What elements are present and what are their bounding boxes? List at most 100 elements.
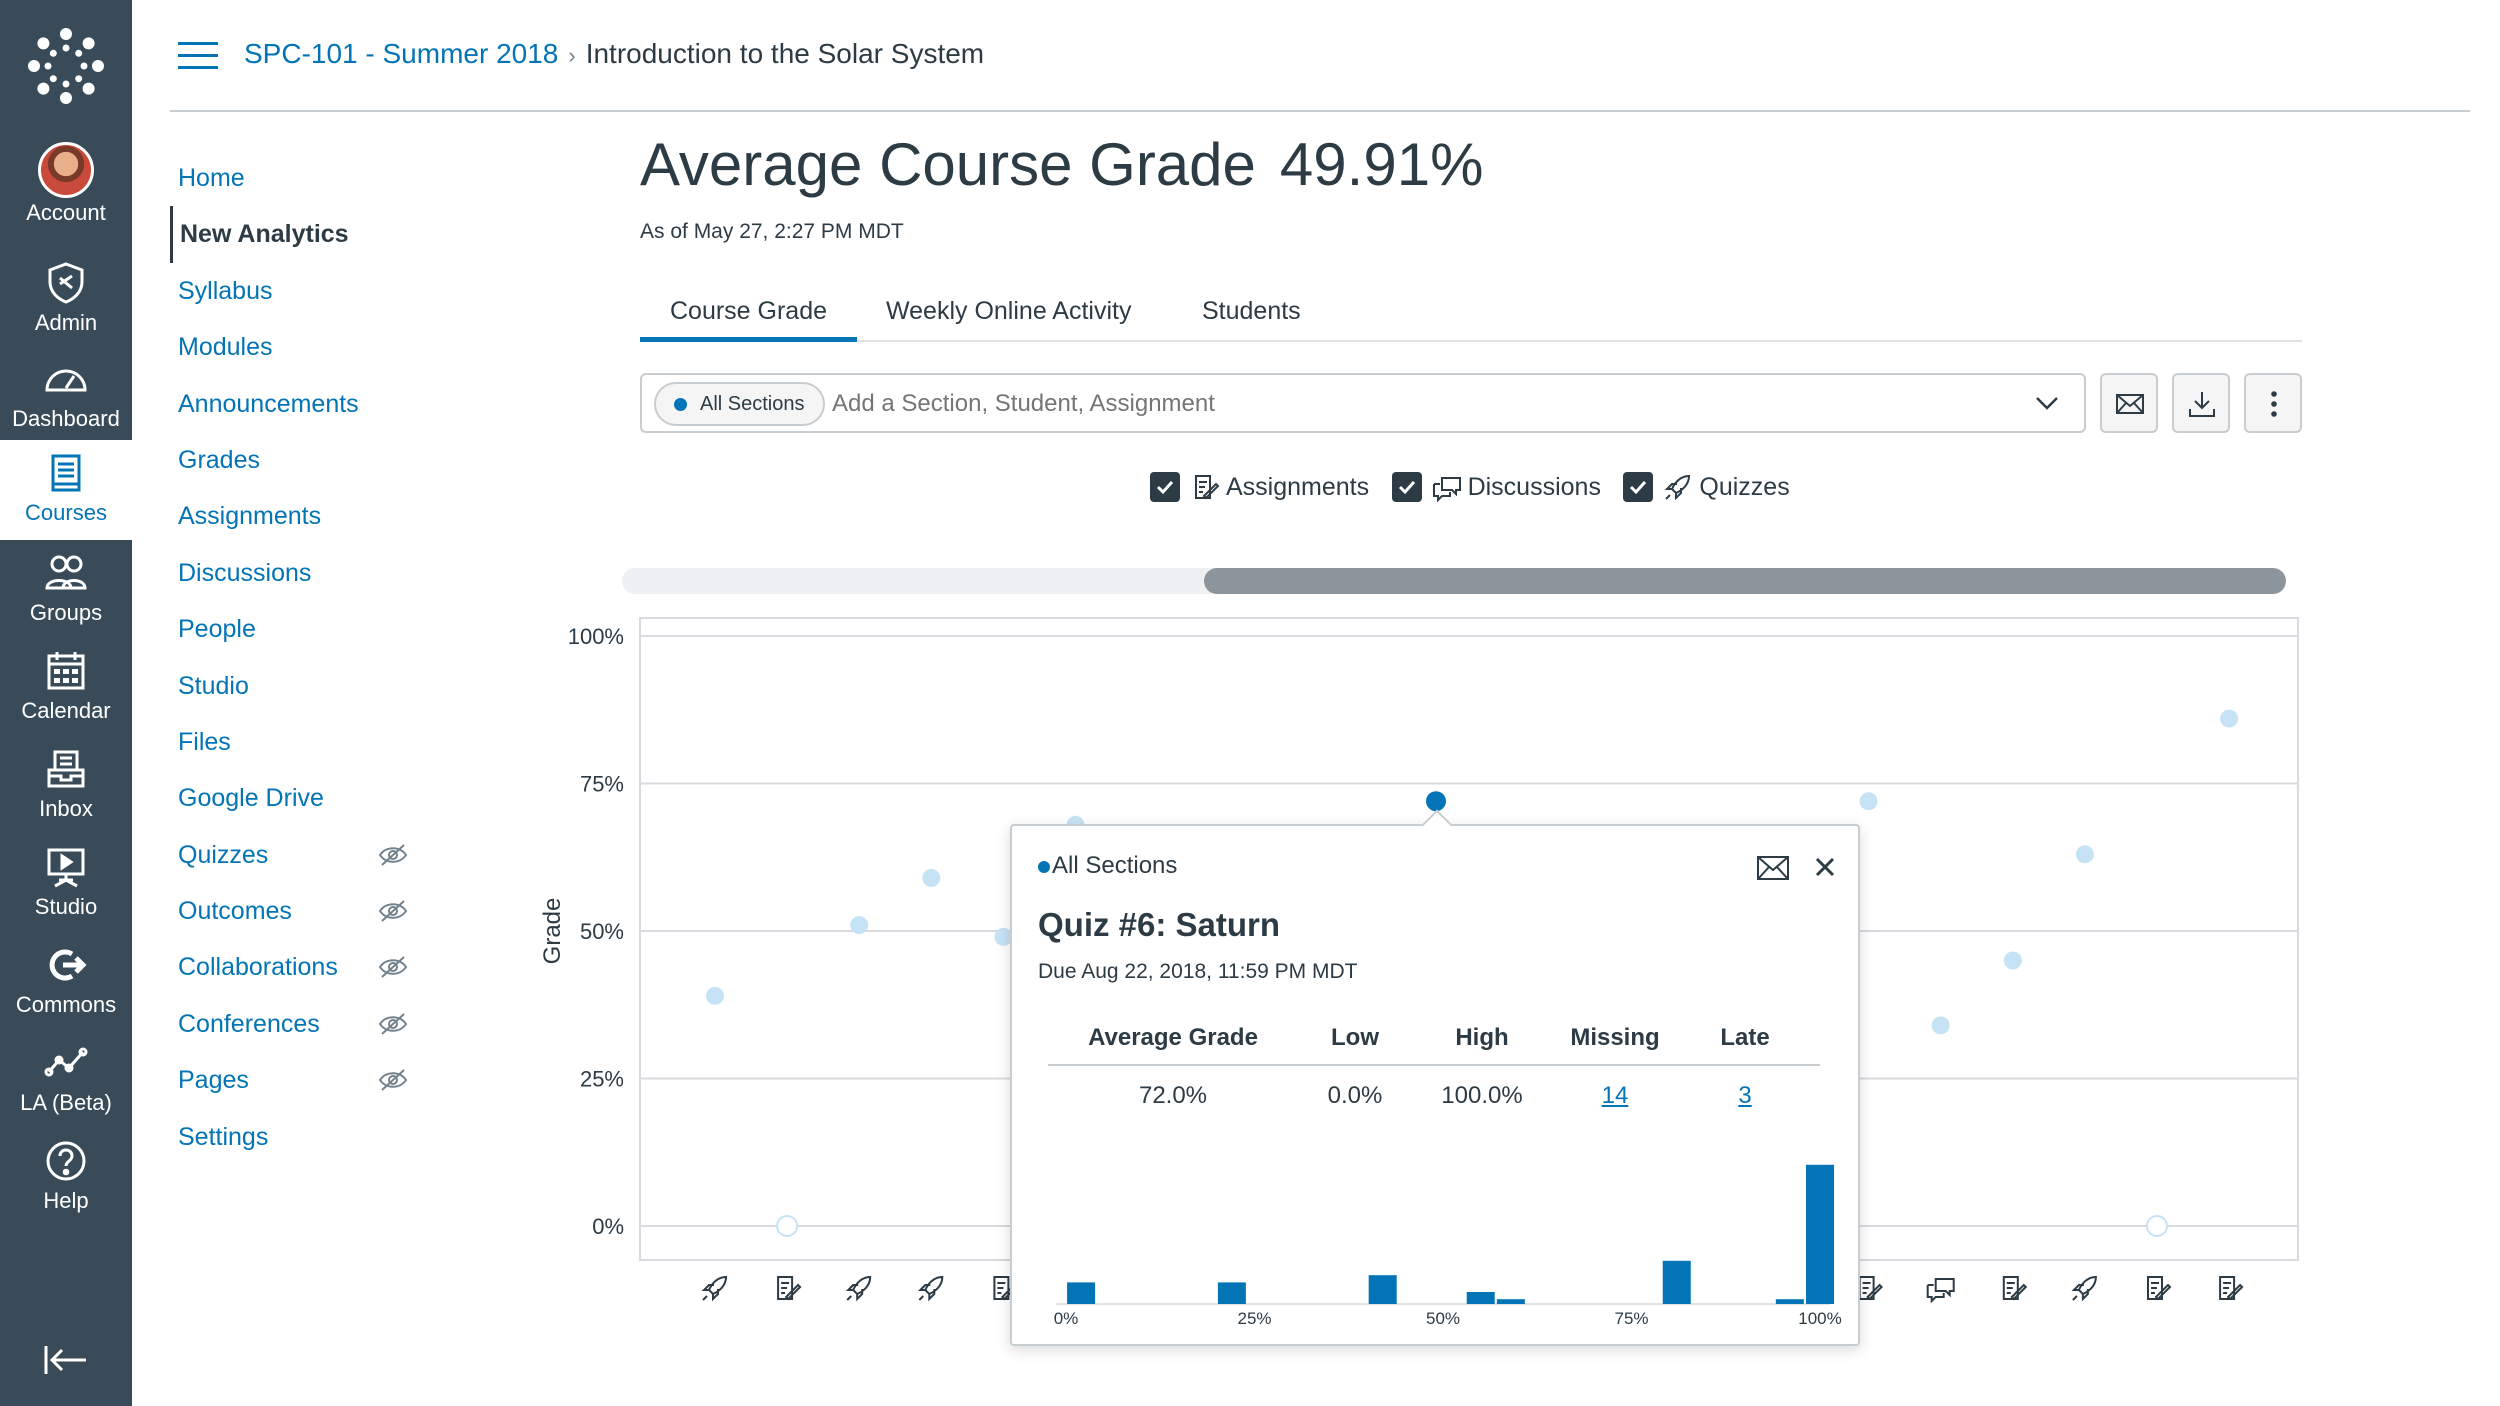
histogram-bar — [1217, 1282, 1246, 1304]
global-nav-account[interactable]: Account — [0, 138, 132, 234]
course-nav-item[interactable]: Settings — [170, 1109, 430, 1165]
global-nav-help[interactable]: Help — [0, 1128, 132, 1224]
toggle-quizzes[interactable]: Quizzes — [1623, 472, 1790, 508]
course-nav-label: People — [178, 615, 256, 644]
collapse-nav-icon[interactable] — [42, 1340, 90, 1380]
header-high: High — [1455, 1024, 1509, 1051]
assignment-icon[interactable] — [993, 1276, 1018, 1301]
late-count-link[interactable]: 3 — [1738, 1082, 1752, 1109]
book-icon — [51, 454, 81, 492]
envelope-icon[interactable] — [1756, 854, 1790, 882]
course-header: SPC-101 - Summer 2018 › Introduction to th… — [170, 0, 2470, 112]
tab-students[interactable]: Students — [1202, 297, 1301, 325]
global-nav-label: Courses — [25, 500, 107, 525]
assignment-icon[interactable] — [1858, 1276, 1884, 1301]
course-nav-item[interactable]: Conferences — [170, 996, 430, 1052]
global-nav-groups[interactable]: Groups — [0, 540, 132, 636]
global-nav-commons[interactable]: Commons — [0, 932, 132, 1028]
toggle-discussions[interactable]: Discussions — [1391, 472, 1601, 508]
course-nav-item[interactable]: Syllabus — [170, 263, 430, 319]
course-nav-item[interactable]: New Analytics — [170, 206, 430, 263]
discussion-icon — [1432, 477, 1461, 502]
global-nav-studio[interactable]: Studio — [0, 834, 132, 930]
course-nav-item[interactable]: Assignments — [170, 488, 430, 544]
chart-data-point[interactable] — [922, 868, 941, 887]
chart-data-point[interactable] — [994, 927, 1013, 946]
chart-data-point[interactable] — [706, 986, 724, 1005]
filter-tag-label: All Sections — [700, 393, 805, 415]
course-nav-label: Studio — [178, 671, 249, 700]
chart-data-point[interactable] — [1859, 792, 1878, 811]
y-tick-label: 50% — [580, 919, 624, 944]
course-nav-item[interactable]: Collaborations — [170, 939, 430, 995]
course-menu-toggle[interactable] — [178, 42, 218, 72]
global-nav-dashboard[interactable]: Dashboard — [0, 346, 132, 442]
checkbox-checked-icon[interactable] — [1391, 472, 1422, 502]
more-options-button[interactable] — [2244, 373, 2302, 433]
course-nav-item[interactable]: Outcomes — [170, 883, 430, 939]
studio-icon — [47, 848, 85, 888]
chart-data-point[interactable] — [2146, 1215, 2168, 1237]
global-nav-calendar[interactable]: Calendar — [0, 638, 132, 734]
download-button[interactable] — [2172, 373, 2230, 433]
assignment-icon[interactable] — [777, 1276, 802, 1301]
section-dot — [674, 398, 687, 411]
course-nav-item[interactable]: Grades — [170, 432, 430, 488]
course-navigation: Home New Analytics Syllabus Modules Announce… — [170, 150, 430, 1165]
course-nav-item[interactable]: Google Drive — [170, 770, 430, 826]
discussion-icon[interactable] — [1926, 1278, 1955, 1304]
popover-section-label: All Sections — [1052, 852, 1178, 879]
canvas-logo-icon[interactable] — [28, 28, 104, 104]
missing-count-link[interactable]: 14 — [1601, 1082, 1629, 1109]
course-nav-item[interactable]: Announcements — [170, 376, 430, 432]
course-nav-item[interactable]: Pages — [170, 1052, 430, 1108]
tab-weekly-online-activity[interactable]: Weekly Online Activity — [886, 297, 1132, 325]
course-nav-label: Collaborations — [178, 953, 338, 982]
chart-scrollbar[interactable] — [622, 568, 2286, 594]
chart-data-point-selected[interactable] — [1426, 791, 1446, 812]
course-nav-item[interactable]: Quizzes — [170, 827, 430, 883]
chart-data-point[interactable] — [2220, 709, 2239, 728]
global-nav-courses[interactable]: Courses — [0, 440, 132, 540]
global-nav-inbox[interactable]: Inbox — [0, 736, 132, 832]
chart-data-point[interactable] — [776, 1215, 799, 1237]
chart-data-point[interactable] — [2075, 845, 2094, 864]
chart-data-point[interactable] — [2003, 951, 2022, 970]
checkbox-checked-icon[interactable] — [1150, 472, 1180, 502]
course-nav-item[interactable]: Files — [170, 714, 430, 770]
filter-input[interactable] — [832, 381, 1982, 427]
assignment-icon[interactable] — [2002, 1276, 2028, 1301]
global-nav-admin[interactable]: Admin — [0, 250, 132, 346]
chart-data-point[interactable] — [1931, 1016, 1950, 1035]
filter-combobox[interactable]: All Sections — [640, 373, 2086, 433]
page-title: Average Course Grade 49.91% — [640, 130, 1483, 199]
toggle-assignments[interactable]: Assignments — [1150, 472, 1369, 508]
message-students-button[interactable] — [2100, 373, 2158, 433]
course-nav-item[interactable]: Studio — [170, 658, 430, 714]
filter-tag-all-sections[interactable]: All Sections — [654, 382, 825, 426]
breadcrumb-course-link[interactable]: SPC-101 - Summer 2018 — [244, 38, 559, 69]
course-nav-item[interactable]: People — [170, 601, 430, 657]
histogram-bar — [1662, 1260, 1691, 1304]
quiz-icon[interactable] — [845, 1275, 872, 1302]
course-nav-label: Modules — [178, 333, 273, 362]
course-nav-label: Google Drive — [178, 784, 324, 813]
course-nav-item[interactable]: Modules — [170, 319, 430, 375]
assignment-icon[interactable] — [2147, 1276, 2172, 1301]
quiz-icon[interactable] — [2071, 1275, 2097, 1302]
chart-data-point[interactable] — [850, 916, 869, 935]
course-nav-item[interactable]: Discussions — [170, 545, 430, 601]
close-icon[interactable] — [1812, 854, 1838, 880]
assignment-icon[interactable] — [2219, 1276, 2244, 1301]
chart-scrollbar-thumb[interactable] — [1204, 568, 2286, 594]
assignment-details-popover: All Sections Quiz #6: Saturn Due Aug 22,… — [1010, 809, 1860, 1346]
quiz-icon[interactable] — [701, 1275, 728, 1302]
quiz-icon[interactable] — [917, 1275, 944, 1302]
course-nav-item[interactable]: Home — [170, 150, 430, 206]
course-nav-label: Outcomes — [178, 897, 292, 926]
as-of-timestamp: As of May 27, 2:27 PM MDT — [640, 220, 904, 243]
tab-course-grade[interactable]: Course Grade — [640, 280, 858, 342]
chevron-down-icon[interactable] — [2034, 393, 2060, 413]
global-nav-la-beta[interactable]: LA (Beta) — [0, 1030, 132, 1126]
checkbox-checked-icon[interactable] — [1623, 472, 1654, 502]
